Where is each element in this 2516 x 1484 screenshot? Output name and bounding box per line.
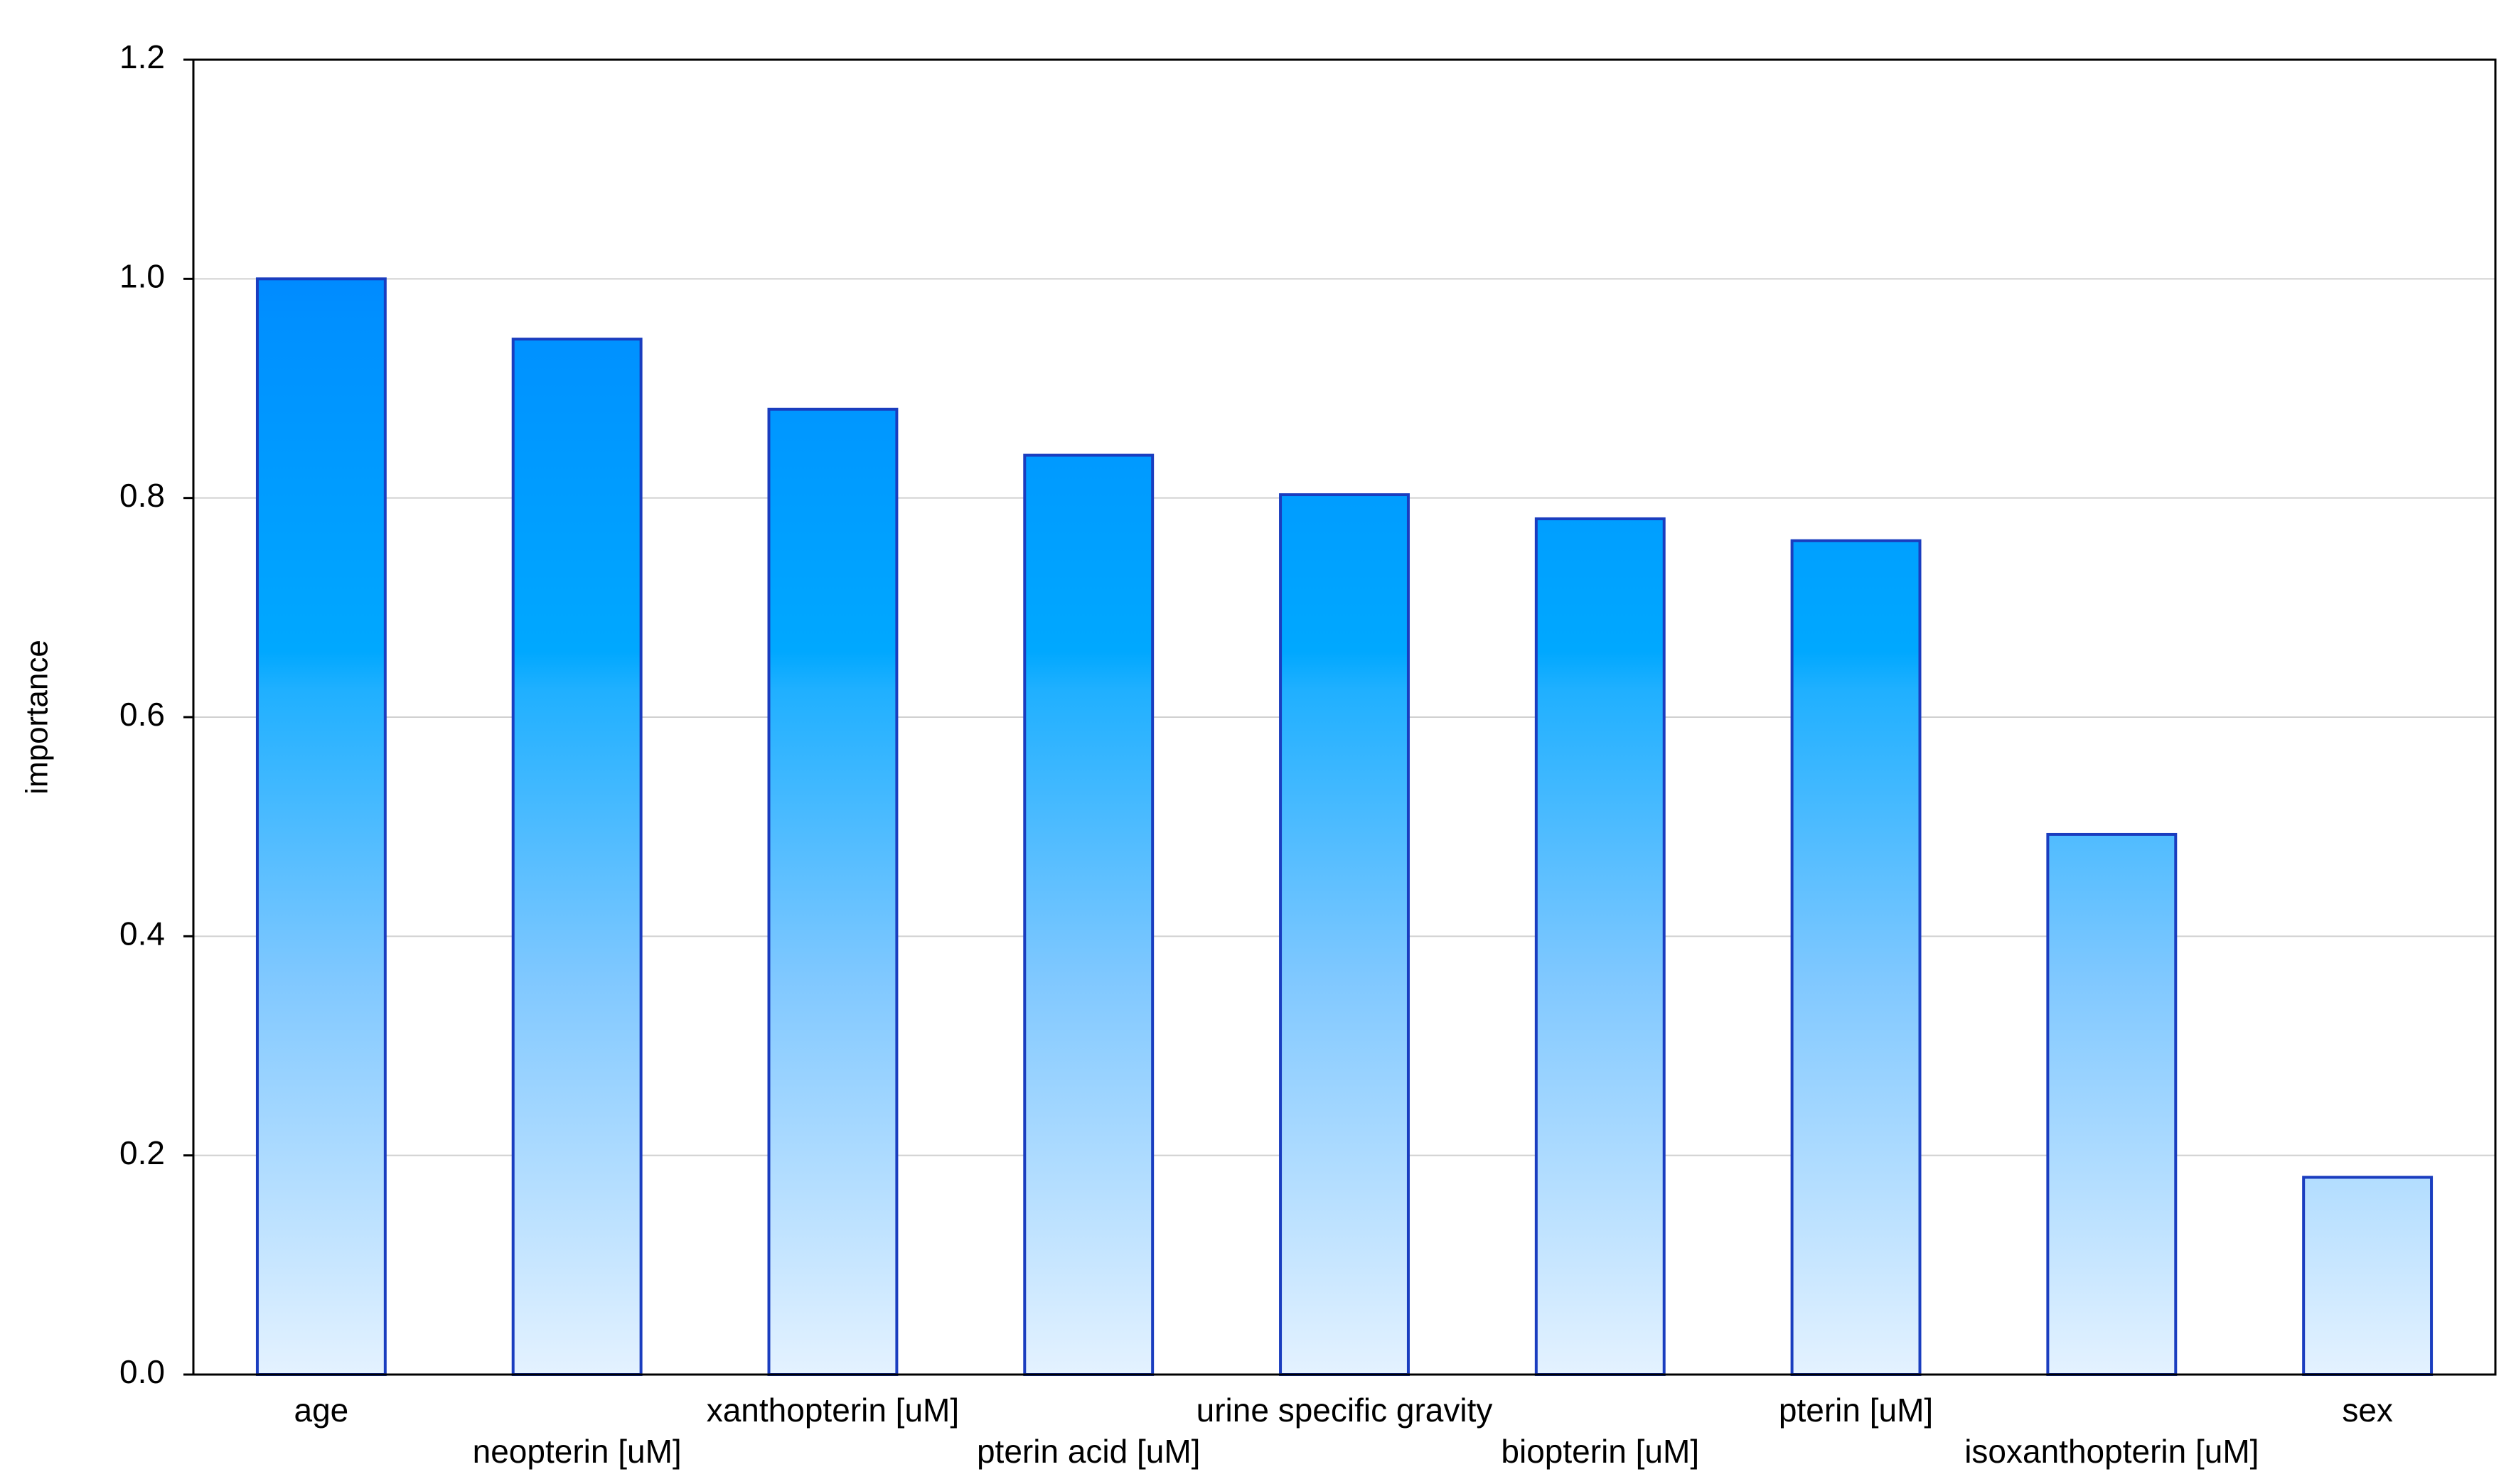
bar <box>255 277 387 1376</box>
bar <box>1023 453 1155 1377</box>
y-tick-label: 0.2 <box>119 1134 165 1171</box>
y-tick-label: 0.4 <box>119 915 165 952</box>
bar <box>767 407 899 1377</box>
y-tick-label: 0.6 <box>119 696 165 733</box>
y-tick-label: 1.2 <box>119 38 165 75</box>
x-tick-label: isoxanthopterin [uM] <box>1964 1433 2259 1470</box>
y-axis-label: importance <box>20 640 55 795</box>
bar <box>1790 539 1922 1377</box>
y-tick-label: 0.8 <box>119 477 165 514</box>
bar <box>511 338 643 1376</box>
x-tick-label: urine specific gravity <box>1197 1392 1493 1429</box>
bar <box>1534 517 1666 1376</box>
bar <box>1279 493 1410 1377</box>
x-tick-label: biopterin [uM] <box>1501 1433 1699 1470</box>
x-tick-label: pterin acid [uM] <box>977 1433 1200 1470</box>
bar <box>2046 832 2178 1377</box>
y-tick-label: 0.0 <box>119 1353 165 1390</box>
y-tick-label: 1.0 <box>119 257 165 294</box>
x-tick-label: sex <box>2342 1392 2393 1429</box>
bar <box>2302 1176 2434 1376</box>
plot-frame <box>192 58 2497 1376</box>
x-tick-label: pterin [uM] <box>1779 1392 1933 1429</box>
x-tick-label: xanthopterin [uM] <box>707 1392 959 1429</box>
x-tick-label: neopterin [uM] <box>473 1433 682 1470</box>
x-tick-label: age <box>294 1392 349 1429</box>
